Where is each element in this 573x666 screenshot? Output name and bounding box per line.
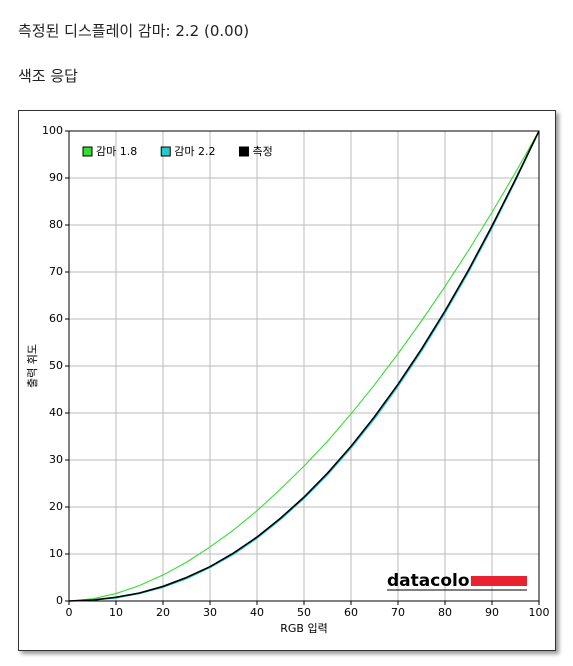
y-tick-label: 40 [49,406,63,419]
x-tick-label: 80 [438,606,452,619]
legend-label: 측정 [252,145,272,158]
x-tick-label: 60 [344,606,358,619]
section-title: 색조 응답 [18,67,78,85]
x-tick-label: 30 [203,606,217,619]
y-tick-label: 80 [49,218,63,231]
plot-border [68,130,540,602]
x-tick-label: 90 [485,606,499,619]
legend-swatch [238,146,249,157]
x-tick-label: 40 [250,606,264,619]
watermark-bar [471,576,527,586]
y-tick-label: 0 [56,594,63,607]
y-tick-label: 20 [49,500,63,513]
x-tick-label: 70 [391,606,405,619]
y-tick-label: 50 [49,359,63,372]
y-tick-label: 70 [49,265,63,278]
data-line [68,130,540,602]
page-title: 측정된 디스플레이 감마: 2.2 (0.00) [18,22,250,40]
y-tick-label: 100 [42,124,63,137]
x-tick-label: 20 [156,606,170,619]
data-line [68,130,540,602]
chart: 0 10 20 30 40 50 60 70 80 90 100 0 10 20 30 40 50 60 70 80 9… [26,124,550,635]
x-axis-label: RGB 입력 [280,622,327,635]
chart-frame: 0 10 20 30 40 50 60 70 80 90 100 0 10 20 30 40 50 60 70 80 9… [18,110,556,651]
x-tick-label: 0 [66,606,73,619]
y-tick-label: 90 [49,171,63,184]
y-tick-label: 60 [49,312,63,325]
x-tick-label: 50 [297,606,311,619]
legend-label: 감마 2.2 [174,145,215,158]
x-tick-label: 10 [109,606,123,619]
x-tick-label: 100 [529,606,550,619]
y-tick-label: 30 [49,453,63,466]
legend-swatch [160,146,171,157]
legend-swatch [82,146,93,157]
y-tick-label: 10 [49,547,63,560]
legend-label: 감마 1.8 [96,145,137,158]
watermark: datacolor [387,571,479,591]
y-axis-label: 출력 휘도 [26,344,39,388]
